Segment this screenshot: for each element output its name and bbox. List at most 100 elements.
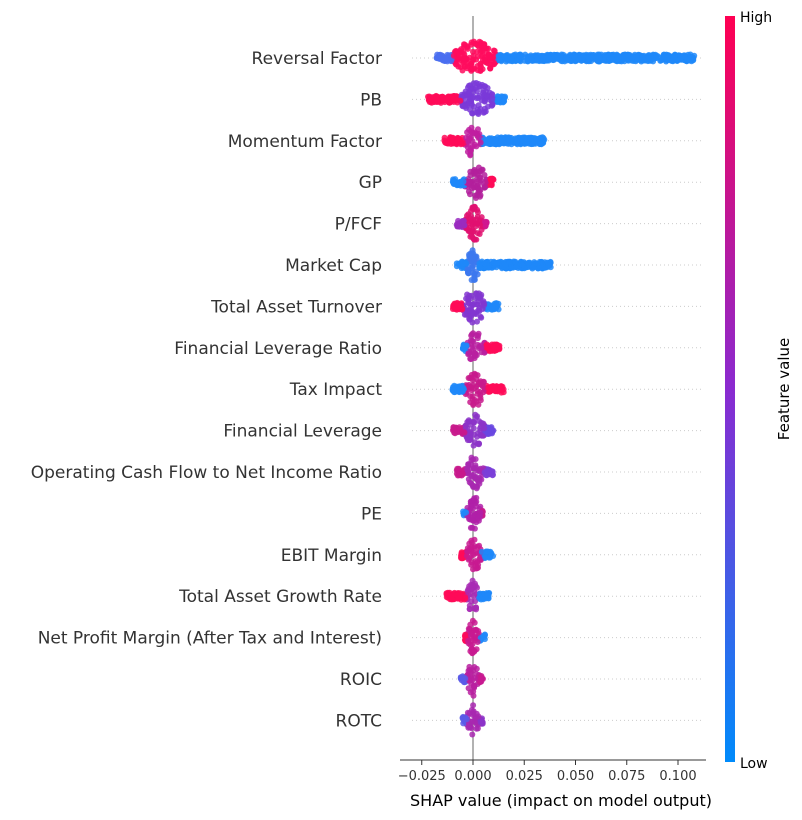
shap-point [467,430,474,436]
shap-point [462,675,469,682]
shap-point [461,429,468,436]
shap-point [527,135,534,142]
shap-point [500,140,507,147]
shap-point [474,63,481,69]
shap-point [493,305,499,312]
shap-point [481,109,488,115]
shap-point [455,465,462,472]
shap-point [474,372,481,379]
shap-point [475,512,482,519]
shap-point [463,509,470,516]
shap-point [481,302,488,308]
shap-point [474,271,481,278]
shap-point [471,276,478,283]
shap-point [499,135,506,141]
shap-point [461,222,468,229]
shap-point [533,57,540,64]
shap-point [484,591,491,598]
feature-label: Market Cap [285,256,382,276]
feature-label: Net Profit Margin (After Tax and Interes… [38,629,382,649]
colorbar: High Low Feature value [725,10,793,772]
shap-point [472,483,479,490]
shap-point [468,207,474,214]
feature-swarm [457,663,486,699]
shap-point [491,59,498,66]
shap-point [478,314,485,321]
shap-point [468,544,475,551]
colorbar-gradient [725,16,735,762]
shap-point [465,476,472,483]
shap-point [449,596,456,603]
shap-point [482,554,489,561]
shap-point [453,97,460,104]
shap-point [545,260,552,267]
feature-label: Reversal Factor [252,49,382,69]
shap-point [466,583,473,590]
shap-point [467,435,474,442]
shap-point [466,606,473,612]
shap-point [502,93,508,100]
shap-point [460,218,467,224]
shap-point [478,432,485,439]
shap-point [465,188,472,195]
shap-point [467,383,474,390]
shap-point [461,311,468,318]
shap-point [482,184,489,191]
shap-point [474,440,481,447]
shap-point [472,562,479,569]
feature-swarm [449,164,497,201]
shap-point [477,139,484,146]
beeswarm-layer [425,38,698,738]
shap-point [454,472,461,479]
shap-point [475,713,482,720]
shap-point [497,51,504,58]
feature-swarm [459,330,503,363]
shap-point [515,56,522,63]
feature-label: Operating Cash Flow to Net Income Ratio [31,463,382,483]
shap-point [470,310,477,316]
shap-point [470,592,477,599]
feature-label: Total Asset Growth Rate [178,587,382,607]
shap-point [474,477,481,483]
shap-point [499,386,506,393]
shap-point [467,355,474,362]
shap-point [508,264,515,271]
feature-swarm [459,702,486,738]
shap-point [465,625,472,632]
feature-swarm [453,247,554,283]
shap-point [470,456,477,463]
shap-point [472,170,479,177]
shap-point [477,397,484,404]
shap-point [531,259,538,266]
shap-point [646,57,653,64]
shap-point [474,42,481,49]
shap-point [477,719,484,726]
shap-point [471,647,478,654]
shap-point [468,637,475,644]
feature-labels: Reversal Factor PB Momentum Factor GP P/FCF M… [31,49,383,731]
feature-label: ROTC [336,711,382,731]
shap-point [468,331,475,338]
shap-point [469,731,476,738]
shap-point [480,87,487,94]
shap-point [464,587,471,594]
shap-point [478,548,485,555]
shap-point [487,175,494,182]
shap-point [473,414,480,421]
colorbar-low-label: Low [740,756,768,772]
shap-point [465,139,472,146]
shap-point [480,420,487,427]
shap-point [442,54,449,61]
shap-point [471,497,478,504]
feature-swarm [433,38,698,74]
shap-point [463,716,470,723]
shap-point [463,342,470,349]
shap-point [502,261,509,268]
feature-label: P/FCF [335,215,382,235]
shap-point [468,100,475,107]
shap-point [481,98,488,105]
shap-point [467,96,474,102]
shap-point [443,94,450,101]
shap-point [466,251,473,258]
